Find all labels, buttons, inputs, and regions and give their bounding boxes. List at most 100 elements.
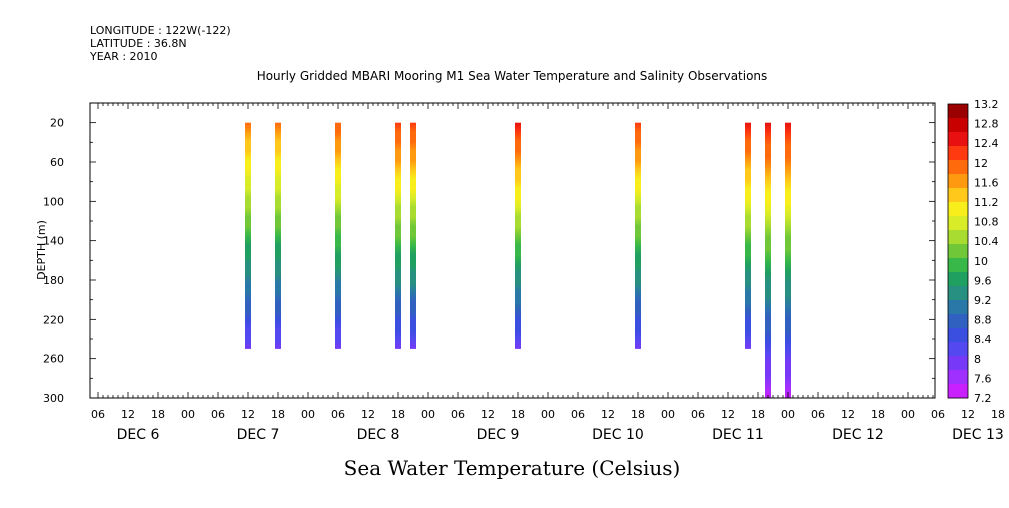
x-day-label: DEC 13 [952, 427, 1004, 443]
colorbar-swatch [948, 370, 968, 385]
colorbar-swatch [948, 202, 968, 217]
x-axis-ticks: 06 12 18 00 06 12 18 00 06 12 18 00 06 12 18 00 06 12 18 00… [91, 103, 1005, 443]
profile-bar [410, 122, 416, 349]
colorbar-label: 10.4 [974, 235, 999, 248]
x-tick-label: 12 [601, 408, 615, 421]
colorbar-swatch [948, 160, 968, 175]
bottom-title: Sea Water Temperature (Celsius) [344, 456, 681, 480]
colorbar-swatch [948, 118, 968, 133]
colorbar-label: 9.2 [974, 294, 992, 307]
x-tick-label: 06 [571, 408, 585, 421]
y-axis-ticks: 20 60 100 140 180 220 260 300 [43, 102, 935, 405]
x-tick-label: 00 [781, 408, 795, 421]
x-tick-label: 06 [811, 408, 825, 421]
profile-bar [515, 122, 521, 349]
x-tick-label: 18 [511, 408, 525, 421]
x-tick-label: 00 [661, 408, 675, 421]
y-tick-label: 20 [50, 117, 64, 130]
colorbar-swatch [948, 342, 968, 357]
x-day-label: DEC 7 [237, 427, 280, 443]
x-tick-label: 06 [211, 408, 225, 421]
colorbar-label: 10.8 [974, 216, 999, 229]
colorbar-label: 12.8 [974, 118, 999, 131]
x-day-label: DEC 12 [832, 427, 884, 443]
y-tick-label: 140 [43, 235, 64, 248]
profile-bar [245, 122, 251, 349]
latitude-label: LATITUDE : 36.8N [90, 37, 187, 50]
x-tick-label: 00 [901, 408, 915, 421]
colorbar-swatch [948, 356, 968, 371]
x-tick-label: 18 [391, 408, 405, 421]
colorbar-swatch [948, 174, 968, 189]
x-day-label: DEC 8 [357, 427, 400, 443]
x-tick-label: 06 [91, 408, 105, 421]
plot-frame [89, 102, 936, 399]
colorbar-swatch [948, 146, 968, 161]
x-day-label: DEC 6 [117, 427, 160, 443]
profile-bar [275, 122, 281, 349]
longitude-label: LONGITUDE : 122W(-122) [90, 24, 231, 37]
colorbar-label: 7.6 [974, 372, 992, 385]
colorbar-swatch [948, 230, 968, 245]
y-tick-label: 100 [43, 195, 64, 208]
profile-bar [785, 122, 791, 398]
colorbar-swatch [948, 328, 968, 343]
x-tick-label: 12 [481, 408, 495, 421]
colorbar-label: 8.4 [974, 333, 992, 346]
x-tick-label: 06 [331, 408, 345, 421]
x-tick-label: 12 [241, 408, 255, 421]
x-day-label: DEC 11 [712, 427, 764, 443]
colorbar-swatch [948, 314, 968, 329]
x-tick-label: 00 [181, 408, 195, 421]
colorbar-swatch [948, 286, 968, 301]
profile-bar [335, 122, 341, 349]
colorbar-label: 12 [974, 157, 988, 170]
colorbar: 13.2 12.8 12.4 12 11.6 11.2 10.8 10.4 10 9.6 9.2 8.… [947, 98, 999, 405]
chart-title: Hourly Gridded MBARI Mooring M1 Sea Wate… [257, 69, 768, 83]
colorbar-label: 12.4 [974, 137, 999, 150]
x-tick-label: 18 [751, 408, 765, 421]
colorbar-label: 10 [974, 255, 988, 268]
profile-bar [745, 122, 751, 349]
x-tick-label: 12 [721, 408, 735, 421]
x-tick-label: 12 [841, 408, 855, 421]
x-tick-label: 18 [271, 408, 285, 421]
y-tick-label: 300 [43, 392, 64, 405]
colorbar-label: 11.6 [974, 176, 999, 189]
x-tick-label: 00 [301, 408, 315, 421]
y-tick-label: 60 [50, 156, 64, 169]
colorbar-swatch [948, 188, 968, 203]
colorbar-label: 8.8 [974, 314, 992, 327]
x-tick-label: 00 [541, 408, 555, 421]
y-tick-label: 180 [43, 274, 64, 287]
colorbar-swatch [948, 132, 968, 147]
y-tick-label: 220 [43, 313, 64, 326]
colorbar-swatch [948, 104, 968, 119]
x-tick-label: 06 [451, 408, 465, 421]
colorbar-swatch [948, 300, 968, 315]
colorbar-swatch [948, 384, 968, 399]
year-label: YEAR : 2010 [89, 50, 158, 63]
x-tick-label: 00 [421, 408, 435, 421]
x-tick-label: 18 [871, 408, 885, 421]
y-axis-label: DEPTH (m) [35, 220, 48, 280]
x-tick-label: 18 [151, 408, 165, 421]
profile-bar [635, 122, 641, 349]
x-tick-label: 12 [361, 408, 375, 421]
x-tick-label: 12 [961, 408, 975, 421]
profile-bar [395, 122, 401, 349]
x-tick-label: 12 [121, 408, 135, 421]
x-tick-label: 18 [631, 408, 645, 421]
x-tick-label: 06 [931, 408, 945, 421]
x-tick-label: 06 [691, 408, 705, 421]
colorbar-swatch [948, 258, 968, 273]
profile-bar [765, 122, 771, 398]
profile-bars [245, 122, 791, 398]
x-day-label: DEC 9 [477, 427, 520, 443]
colorbar-swatch [948, 216, 968, 231]
colorbar-label: 7.2 [974, 392, 992, 405]
colorbar-label: 8 [974, 353, 981, 366]
colorbar-swatch [948, 244, 968, 259]
